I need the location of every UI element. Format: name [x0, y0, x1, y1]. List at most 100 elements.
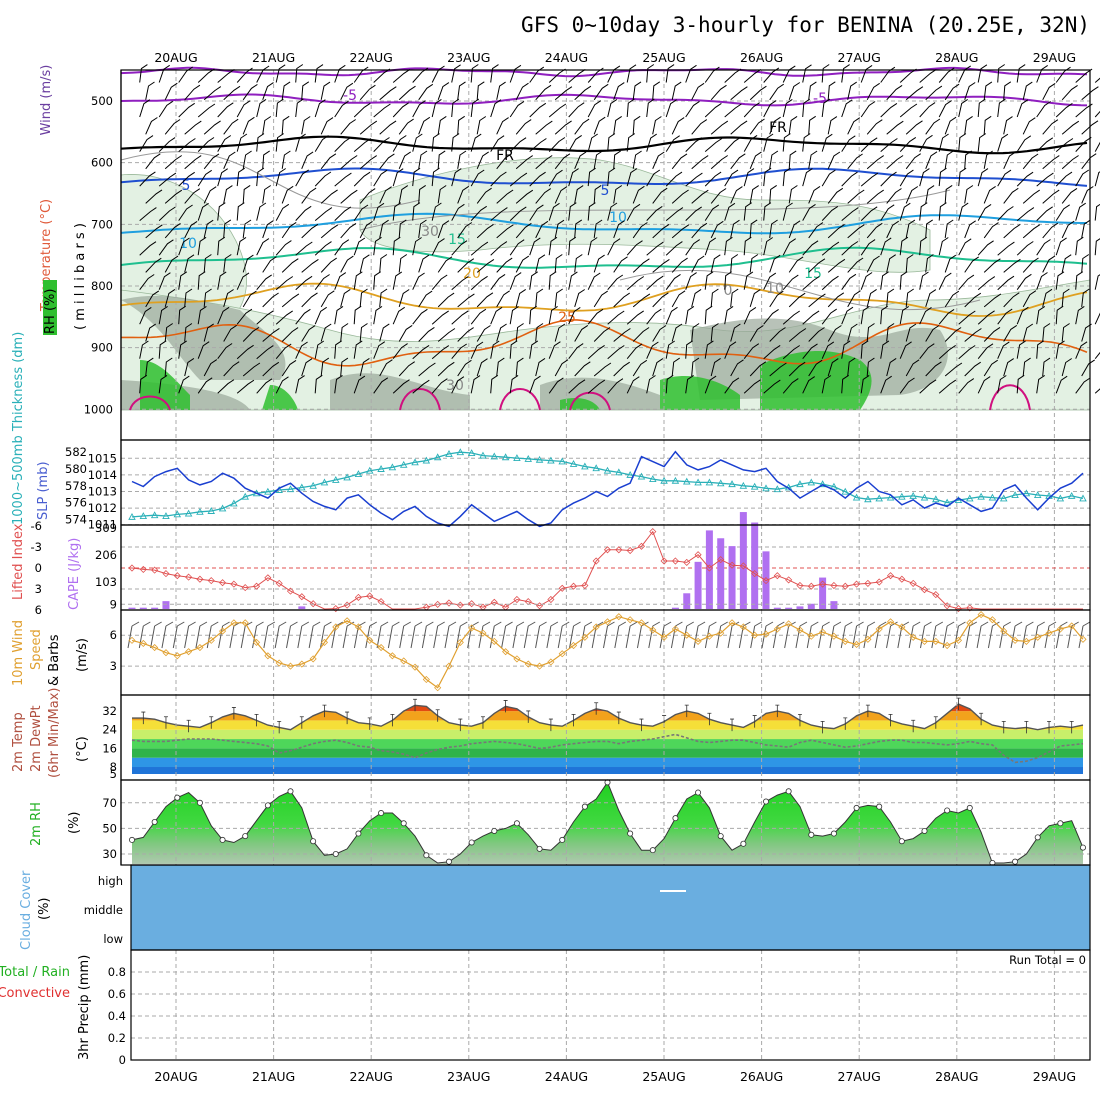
wind-barb — [808, 327, 825, 342]
wind-barb — [944, 150, 954, 169]
wind-speed-point — [490, 637, 498, 645]
wind-barb — [886, 84, 903, 101]
surface-wind-barb — [410, 621, 423, 649]
date-label-bottom: 26AUG — [740, 1069, 783, 1084]
wind-barb — [938, 202, 947, 221]
wind-barb — [184, 188, 201, 204]
contour-label: 5 — [601, 183, 610, 199]
wind-barb — [997, 169, 1012, 187]
temp-range-whisker — [843, 717, 848, 730]
thickness-point — [332, 475, 340, 483]
surface-wind-barb — [455, 621, 468, 649]
cape-bar — [807, 603, 815, 609]
date-label-bottom: 22AUG — [350, 1069, 393, 1084]
rh-region-gray — [121, 295, 286, 380]
wind-barb — [691, 288, 702, 308]
rh-tick-label: 70 — [102, 796, 117, 810]
thickness-point — [139, 512, 148, 519]
wind-barb — [476, 223, 494, 239]
wind-barb — [665, 374, 674, 394]
wind-speed-point — [502, 648, 510, 656]
wind-barb — [515, 82, 529, 101]
wind-barb — [587, 67, 604, 83]
lifted-index-point — [966, 604, 974, 612]
wind-barb — [490, 207, 508, 221]
wind-barb — [847, 117, 861, 135]
wind-speed-point — [932, 637, 940, 645]
temperature-contour-30c — [129, 395, 171, 411]
wind-barb — [782, 345, 800, 360]
wind-speed-point — [853, 640, 861, 649]
wind-barb-field — [139, 64, 1100, 394]
thickness-point — [603, 466, 612, 474]
wind-barb — [457, 327, 474, 342]
wind-barb — [983, 258, 1001, 273]
wind-barb — [704, 271, 714, 290]
precip-total-rain-label: Total / Rain — [0, 965, 70, 980]
wind-barb — [568, 102, 585, 118]
wind-speed-point — [637, 619, 646, 627]
wind-barb — [964, 115, 973, 135]
wind-barb — [1061, 120, 1080, 135]
wind-barb — [983, 222, 999, 239]
wind-barb — [977, 133, 986, 152]
temp-range-whisker — [594, 702, 599, 715]
wind-barb — [710, 155, 728, 170]
li-tick-label: 0 — [35, 561, 42, 575]
temp-range-whisker — [299, 716, 304, 729]
wind-barb — [314, 171, 332, 187]
wind-barb — [1061, 220, 1075, 239]
wind-barb — [905, 359, 920, 377]
wind-barb — [964, 256, 979, 273]
wind-barb — [373, 305, 383, 325]
temp-range-whisker — [1001, 721, 1006, 734]
wind-barb — [944, 290, 960, 308]
lifted-index-point — [264, 574, 272, 582]
wind-barb — [632, 293, 651, 308]
thickness-point — [626, 470, 634, 478]
wind-barb — [886, 254, 896, 273]
wind-barb — [905, 219, 916, 238]
wind-barb — [905, 120, 923, 135]
wind-barb — [724, 271, 732, 290]
thickness-point — [524, 454, 533, 462]
lifted-index-point — [728, 561, 736, 569]
lifted-index-point — [468, 600, 476, 608]
wind-barb — [587, 167, 596, 187]
wind-barb — [730, 219, 740, 239]
lifted-index-point — [671, 557, 679, 565]
wind-barb — [1003, 151, 1016, 170]
wind-speed-point — [728, 619, 736, 627]
wind-barb — [1016, 99, 1029, 118]
lifted-index-point — [286, 587, 295, 595]
thickness-point — [920, 493, 929, 501]
wind-barb — [340, 255, 354, 273]
wind-barb — [1042, 323, 1051, 342]
cape-bar — [717, 538, 725, 609]
wind-barb — [983, 293, 1002, 308]
wind-barb — [275, 168, 286, 187]
wind-barb — [437, 185, 447, 204]
wind-barb — [899, 271, 908, 290]
wind-barb — [320, 323, 332, 342]
wind-barb — [451, 168, 462, 187]
lifted-index-point — [332, 605, 340, 613]
wind-barb — [164, 323, 173, 342]
wind-speed-point — [139, 639, 147, 648]
wind-barb — [178, 340, 187, 359]
wind-speed-point — [320, 638, 329, 646]
wind-barb — [178, 102, 195, 118]
wind-barb — [1075, 236, 1084, 256]
wind-barb — [724, 236, 733, 256]
wind-barb — [320, 357, 330, 377]
wind-speed-point — [626, 616, 634, 624]
wind-barb — [925, 254, 934, 273]
wind-barb — [139, 207, 157, 221]
wind-barb — [548, 236, 558, 256]
wind-barb — [919, 236, 928, 256]
wind-barb — [958, 310, 976, 325]
thickness-tick-label: 576 — [65, 496, 87, 510]
wind-label-10m: 10m Wind — [11, 620, 26, 686]
wind-barb — [808, 185, 821, 204]
wind-barb — [1036, 374, 1045, 394]
